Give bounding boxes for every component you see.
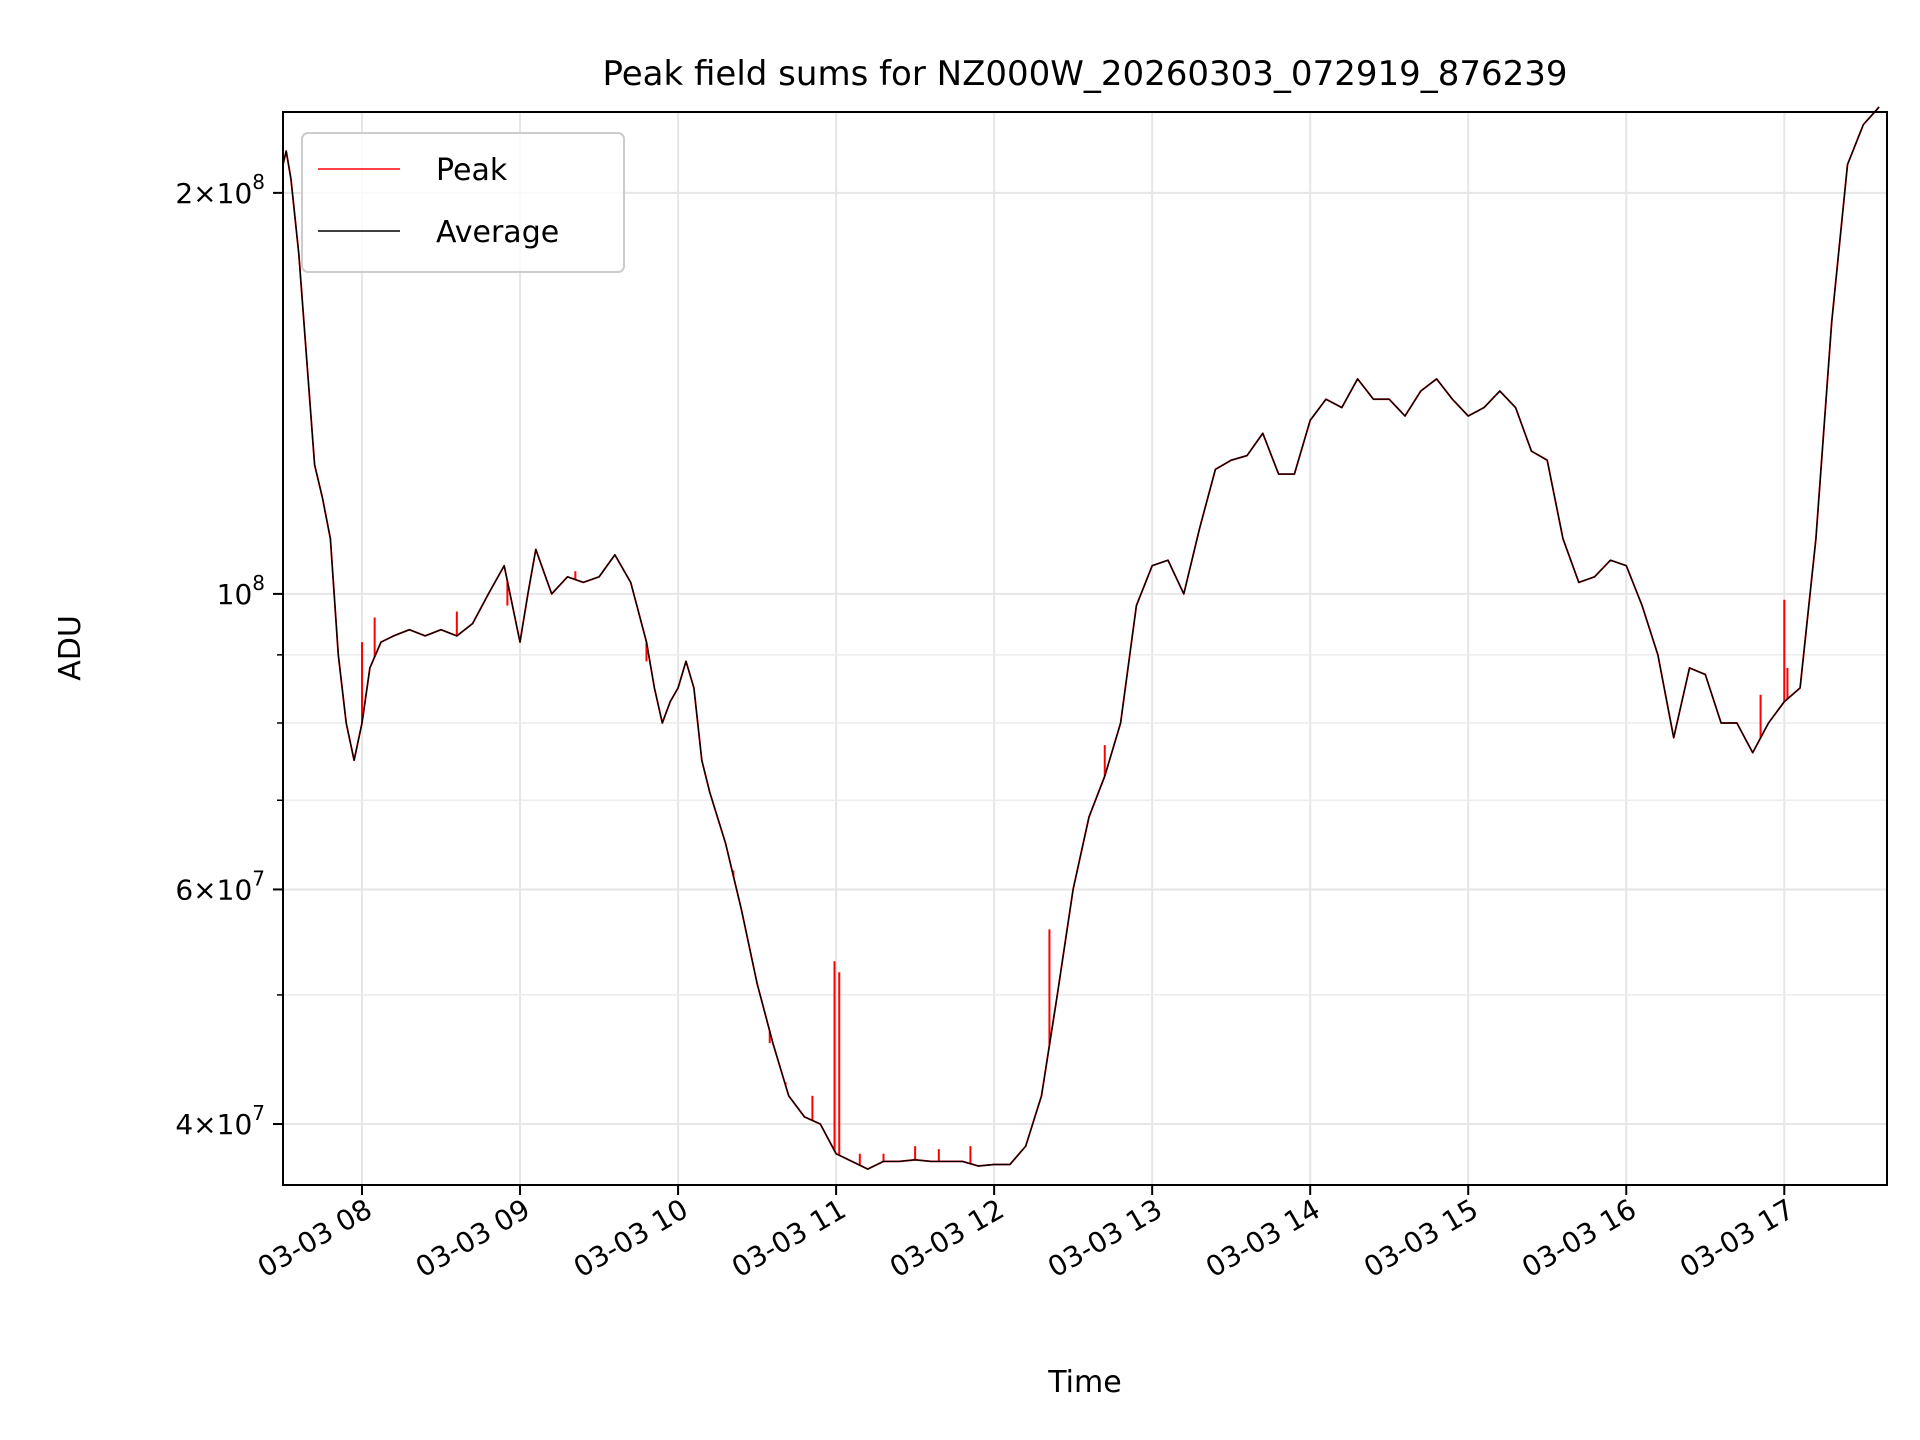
y-tick-label: 4×107 [175, 1101, 265, 1141]
legend: Peak Average [301, 132, 625, 273]
legend-label-peak: Peak [436, 153, 508, 188]
series-line-average [282, 106, 1880, 1170]
y-tick-label: 6×107 [175, 866, 265, 906]
y-tick-label: 2×108 [175, 170, 265, 210]
legend-label-average: Average [436, 215, 559, 250]
plot-frame [282, 111, 1888, 1186]
legend-box [301, 132, 625, 273]
x-axis-label: Time [1047, 1365, 1121, 1400]
series-layer [282, 106, 1880, 1170]
y-axis-label: ADU [53, 615, 88, 681]
chart-title: Peak field sums for NZ000W_20260303_0729… [602, 54, 1567, 94]
